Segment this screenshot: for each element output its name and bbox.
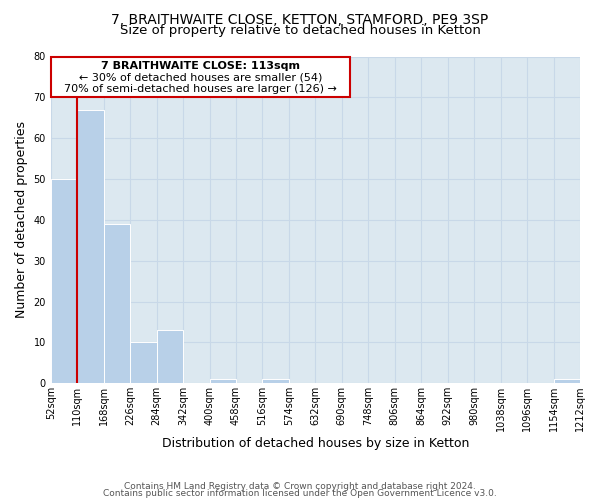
Bar xyxy=(209,379,236,383)
Text: Contains HM Land Registry data © Crown copyright and database right 2024.: Contains HM Land Registry data © Crown c… xyxy=(124,482,476,491)
Bar xyxy=(262,379,289,383)
X-axis label: Distribution of detached houses by size in Ketton: Distribution of detached houses by size … xyxy=(162,437,469,450)
Text: 7 BRAITHWAITE CLOSE: 113sqm: 7 BRAITHWAITE CLOSE: 113sqm xyxy=(101,62,300,72)
Bar xyxy=(554,379,580,383)
Bar xyxy=(130,342,157,383)
Text: Contains public sector information licensed under the Open Government Licence v3: Contains public sector information licen… xyxy=(103,490,497,498)
Y-axis label: Number of detached properties: Number of detached properties xyxy=(15,122,28,318)
Bar xyxy=(104,224,130,383)
Bar xyxy=(157,330,183,383)
FancyBboxPatch shape xyxy=(51,56,350,98)
Bar xyxy=(77,110,104,383)
Bar xyxy=(51,179,77,383)
Text: 7, BRAITHWAITE CLOSE, KETTON, STAMFORD, PE9 3SP: 7, BRAITHWAITE CLOSE, KETTON, STAMFORD, … xyxy=(112,12,488,26)
Text: 70% of semi-detached houses are larger (126) →: 70% of semi-detached houses are larger (… xyxy=(64,84,337,94)
Text: ← 30% of detached houses are smaller (54): ← 30% of detached houses are smaller (54… xyxy=(79,73,322,83)
Text: Size of property relative to detached houses in Ketton: Size of property relative to detached ho… xyxy=(119,24,481,37)
